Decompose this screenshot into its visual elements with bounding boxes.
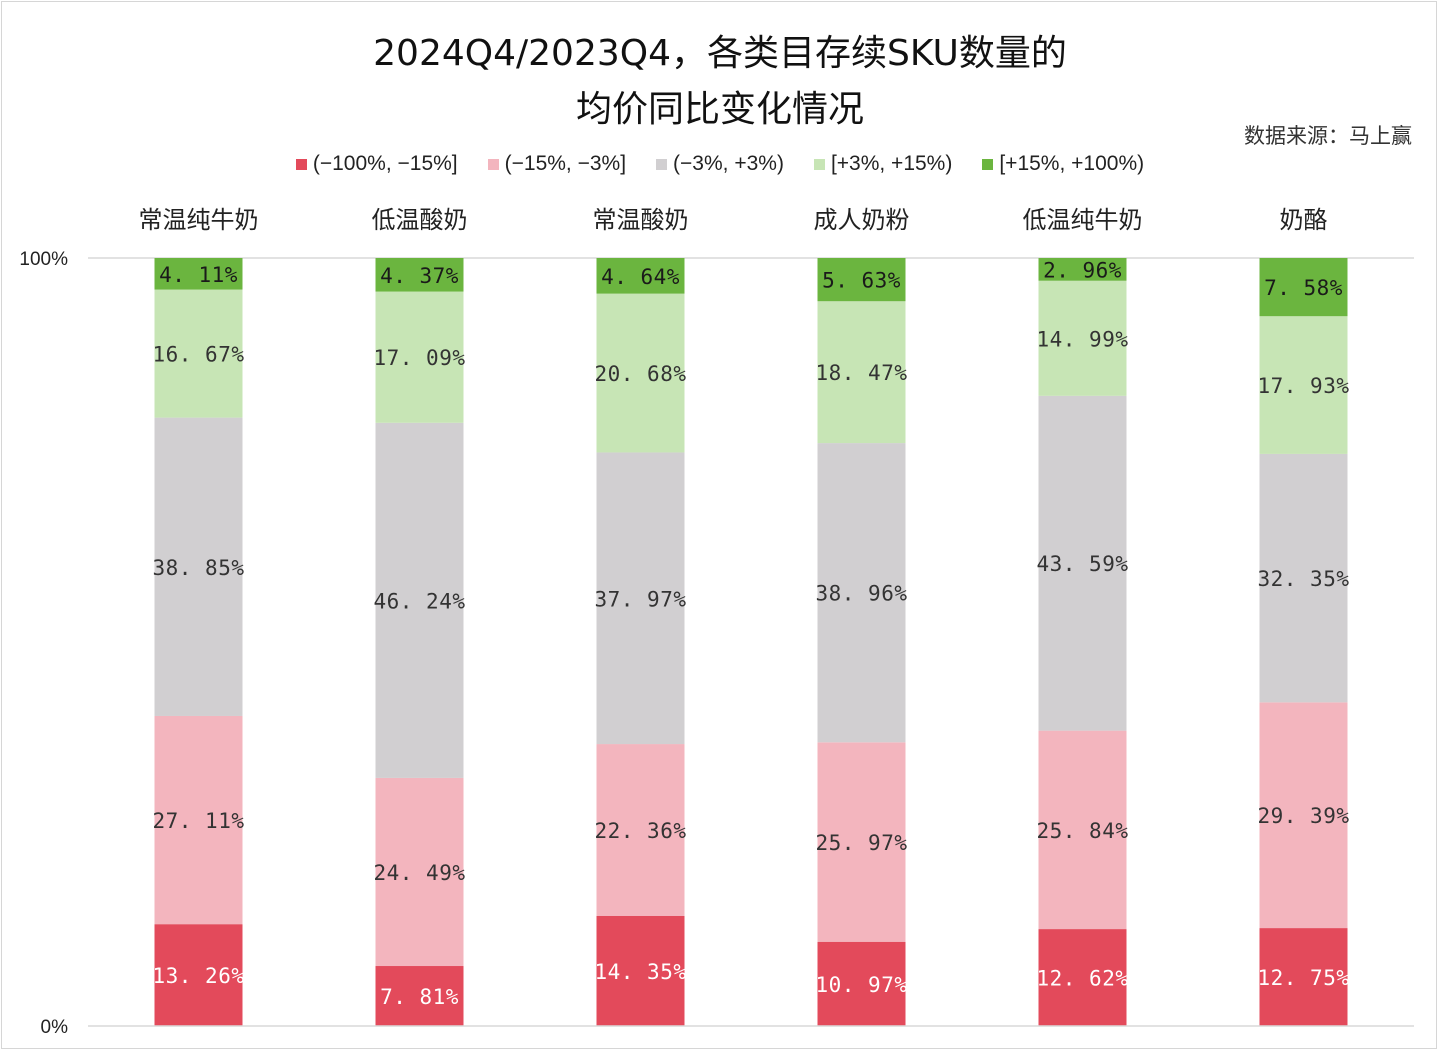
bar-segment: [1038, 929, 1127, 1026]
bar-segment: [1259, 316, 1348, 454]
data-label: 20. 68%: [594, 362, 686, 386]
y-tick-label: 0%: [41, 1017, 69, 1038]
data-label: 12. 75%: [1257, 966, 1349, 990]
data-label: 5. 63%: [822, 269, 901, 293]
y-tick-label: 100%: [19, 249, 68, 270]
bar-segment: [1038, 280, 1127, 396]
data-label: 38. 96%: [815, 582, 907, 606]
bar-segment: [154, 924, 243, 1026]
data-label: 4. 64%: [601, 265, 680, 289]
data-label: 17. 09%: [373, 346, 465, 370]
bar-segment: [817, 742, 906, 942]
bar-segment: [1259, 258, 1348, 317]
bar-segment: [1259, 453, 1348, 703]
data-label: 14. 99%: [1036, 327, 1128, 351]
bar-segment: [817, 941, 906, 1026]
bar-segment: [596, 293, 685, 453]
legend: (−100%, −15%] (−15%, −3%] (−3%, +3%) [+3%, …: [0, 152, 1440, 176]
bar-segment: [817, 301, 906, 444]
bar-segment: [817, 258, 906, 302]
data-label: 7. 81%: [380, 985, 459, 1009]
bar-segment: [154, 715, 243, 925]
data-label: 10. 97%: [815, 973, 907, 997]
data-label: 32. 35%: [1257, 567, 1349, 591]
bar-segment: [1038, 395, 1127, 731]
legend-swatch: [982, 158, 994, 170]
category-label: 常温纯牛奶: [139, 206, 259, 234]
bar-segment: [375, 422, 464, 778]
category-label: 常温酸奶: [593, 206, 689, 234]
legend-item: (−15%, −3%]: [487, 152, 627, 176]
chart-title-line1: 2024Q4/2023Q4，各类目存续SKU数量的: [373, 33, 1067, 74]
category-label: 低温纯牛奶: [1023, 206, 1143, 234]
chart-title-line2: 均价同比变化情况: [575, 89, 864, 130]
data-label: 13. 26%: [152, 964, 244, 988]
data-label: 25. 84%: [1036, 819, 1128, 843]
legend-swatch: [487, 158, 499, 170]
legend-label: (−15%, −3%]: [504, 152, 627, 175]
category-label: 成人奶粉: [814, 206, 910, 234]
data-label: 12. 62%: [1036, 967, 1128, 991]
bar-segment: [154, 289, 243, 418]
data-label: 24. 49%: [373, 861, 465, 885]
legend-label: (−3%, +3%): [673, 152, 784, 175]
bar-segment: [375, 258, 464, 292]
bar-segment: [817, 443, 906, 743]
bar-segment: [1259, 928, 1348, 1026]
data-label: 7. 58%: [1264, 276, 1343, 300]
data-label: 27. 11%: [152, 809, 244, 833]
data-label: 4. 37%: [380, 264, 459, 288]
data-label: 46. 24%: [373, 589, 465, 613]
bar-segment: [1038, 730, 1127, 930]
legend-item: (−3%, +3%): [656, 152, 784, 176]
data-label: 16. 67%: [152, 343, 244, 367]
data-label: 14. 35%: [594, 960, 686, 984]
bar-segment: [596, 258, 685, 294]
bar-segment: [596, 915, 685, 1026]
legend-item: (−100%, −15%]: [295, 152, 458, 176]
bar-segment: [1259, 702, 1348, 929]
data-source: 数据来源：马上赢: [1244, 124, 1412, 148]
bar-segment: [154, 417, 243, 716]
data-label: 22. 36%: [594, 819, 686, 843]
legend-label: [+15%, +100%): [999, 152, 1145, 175]
data-label: 17. 93%: [1257, 374, 1349, 398]
data-label: 29. 39%: [1257, 804, 1349, 828]
data-label: 2. 96%: [1043, 258, 1122, 282]
legend-swatch: [813, 158, 825, 170]
data-label: 18. 47%: [815, 361, 907, 385]
data-label: 43. 59%: [1036, 552, 1128, 576]
bar-segment: [596, 744, 685, 916]
category-label: 低温酸奶: [372, 206, 468, 234]
legend-item: [+15%, +100%): [982, 152, 1144, 176]
category-label: 奶酪: [1280, 206, 1328, 234]
legend-item: [+3%, +15%): [813, 152, 953, 176]
legend-label: [+3%, +15%): [830, 152, 953, 175]
bar-segment: [375, 777, 464, 967]
data-label: 25. 97%: [815, 831, 907, 855]
data-label: 38. 85%: [152, 556, 244, 580]
data-label: 37. 97%: [594, 587, 686, 611]
bar-segment: [375, 966, 464, 1026]
bar-segment: [375, 291, 464, 423]
legend-label: (−100%, −15%]: [312, 152, 458, 175]
data-label: 4. 11%: [159, 263, 238, 287]
bar-segment: [1038, 258, 1127, 281]
bar-segment: [596, 452, 685, 745]
legend-swatch: [295, 158, 307, 170]
legend-swatch: [656, 158, 668, 170]
bar-segment: [154, 258, 243, 290]
